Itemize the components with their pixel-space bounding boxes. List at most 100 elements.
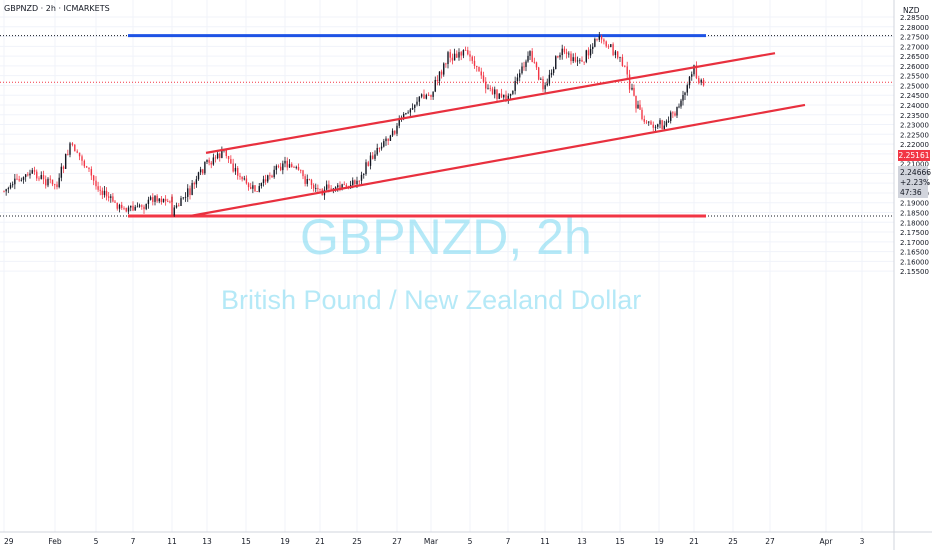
candle-body xyxy=(614,51,617,56)
trendlines[interactable] xyxy=(189,52,806,218)
candle-body xyxy=(641,109,643,120)
candle-body xyxy=(665,121,668,126)
candle-body xyxy=(691,74,693,77)
candle-body xyxy=(125,207,127,212)
candle-body xyxy=(555,56,557,70)
candle-body xyxy=(639,104,641,110)
y-tick-label: 2.25500 xyxy=(900,73,929,81)
candle-body xyxy=(264,179,267,182)
candle-body xyxy=(637,104,639,109)
candle-body xyxy=(78,152,81,157)
candle-body xyxy=(282,163,284,171)
candle-body xyxy=(182,197,184,199)
candle-body xyxy=(574,57,577,62)
candle-body xyxy=(480,71,482,76)
candle-body xyxy=(416,101,418,105)
candle-body xyxy=(635,95,637,109)
candle-body xyxy=(225,149,227,157)
candle-body xyxy=(81,156,83,161)
candle-body xyxy=(49,178,51,180)
candle-body xyxy=(678,106,680,108)
channel-upper[interactable] xyxy=(205,52,776,154)
x-tick-label: 21 xyxy=(689,537,699,546)
candle-body xyxy=(110,196,112,198)
watermark-symbol: GBPNZD, 2h xyxy=(300,209,592,265)
candle-body xyxy=(505,94,507,100)
candle-body xyxy=(420,94,423,97)
candle-body xyxy=(544,85,546,90)
candle-body xyxy=(414,104,416,108)
candle-body xyxy=(14,178,16,185)
candle-body xyxy=(631,87,633,90)
y-tick-label: 2.18000 xyxy=(900,219,929,227)
y-tick-label: 2.26000 xyxy=(900,63,929,71)
candle-body xyxy=(654,126,657,128)
channel-lower[interactable] xyxy=(189,103,806,218)
y-tick-label: 2.16500 xyxy=(900,249,929,257)
candle-body xyxy=(672,112,674,114)
candle-body xyxy=(374,154,376,159)
candle-body xyxy=(273,169,275,178)
candle-body xyxy=(47,178,49,186)
candle-body xyxy=(24,174,27,178)
candle-body xyxy=(565,52,568,54)
candle-body xyxy=(247,183,250,188)
x-tick-label: 11 xyxy=(167,537,177,546)
y-tick-label: 2.27000 xyxy=(900,43,929,51)
candle-body xyxy=(449,52,451,58)
candle-body xyxy=(258,186,260,192)
candle-body xyxy=(169,201,171,203)
candle-body xyxy=(308,179,311,180)
candle-body xyxy=(214,157,217,159)
candle-body xyxy=(277,165,280,167)
candle-body xyxy=(407,112,409,114)
candle-body xyxy=(358,180,360,182)
candle-body xyxy=(337,185,339,188)
candle-body xyxy=(11,184,14,186)
candle-body xyxy=(563,48,566,53)
candle-body xyxy=(208,159,210,163)
candle-body xyxy=(525,61,527,67)
candle-body xyxy=(568,53,570,55)
y-tick-label: 2.17500 xyxy=(900,229,929,237)
candle-body xyxy=(143,206,145,210)
candle-body xyxy=(659,120,661,125)
candle-body xyxy=(624,65,626,67)
candle-body xyxy=(173,207,175,216)
candle-body xyxy=(33,170,36,172)
candle-body xyxy=(583,61,585,63)
candle-body xyxy=(684,92,686,96)
candle-body xyxy=(619,57,621,58)
x-tick-label: 5 xyxy=(94,537,99,546)
candle-body xyxy=(585,50,587,62)
candle-body xyxy=(114,201,116,203)
candle-body xyxy=(300,169,302,171)
candle-body xyxy=(293,166,295,168)
candle-body xyxy=(663,125,665,130)
candle-body xyxy=(531,51,533,62)
candle-body xyxy=(550,72,553,75)
candle-body xyxy=(674,113,676,116)
candle-body xyxy=(500,93,503,98)
x-tick-label: 13 xyxy=(202,537,212,546)
candle-body xyxy=(396,125,398,134)
candle-body xyxy=(402,113,405,119)
candle-body xyxy=(191,183,193,195)
candle-body xyxy=(523,66,525,68)
candle-body xyxy=(304,176,306,184)
candle-body xyxy=(195,179,198,185)
candle-body xyxy=(546,83,548,86)
candle-body xyxy=(693,65,695,75)
candle-body xyxy=(436,79,439,81)
x-tick-label: 15 xyxy=(241,537,251,546)
candle-body xyxy=(154,195,156,202)
candle-body xyxy=(473,60,476,66)
candle-body xyxy=(389,135,392,141)
candle-body xyxy=(494,89,496,95)
candle-body xyxy=(365,162,367,175)
candle-body xyxy=(617,51,619,58)
candle-body xyxy=(507,95,509,100)
candle-body xyxy=(107,196,110,198)
